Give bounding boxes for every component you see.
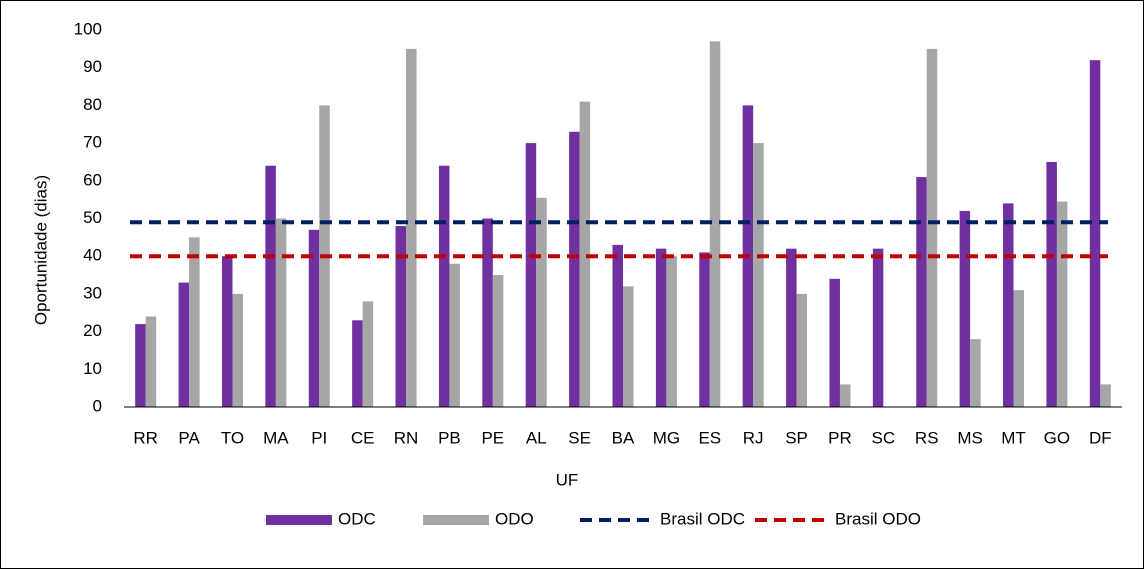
bar <box>178 282 190 407</box>
x-tick-label: SE <box>568 428 591 447</box>
bar <box>579 101 591 407</box>
x-tick-label: MT <box>1001 428 1026 447</box>
bar <box>145 316 157 407</box>
y-tick-label: 0 <box>93 396 102 415</box>
bar <box>829 278 840 407</box>
bar <box>926 48 938 407</box>
y-tick-label: 90 <box>83 57 102 76</box>
legend-swatch <box>423 515 489 525</box>
bar <box>666 256 677 407</box>
x-tick-label: MS <box>957 428 983 447</box>
x-tick-label: PE <box>481 428 504 447</box>
y-tick-label: 20 <box>83 321 102 340</box>
y-tick-label: 80 <box>83 95 102 114</box>
bar <box>753 143 764 407</box>
x-tick-label: MA <box>263 428 289 447</box>
bar <box>525 143 537 407</box>
bar <box>959 210 971 407</box>
bar <box>135 324 146 407</box>
bar <box>221 256 233 407</box>
bar <box>709 41 721 408</box>
bar <box>1100 384 1111 407</box>
bar <box>1013 290 1025 407</box>
bar <box>275 218 287 407</box>
bar <box>612 244 623 407</box>
y-tick-label: 50 <box>83 208 102 227</box>
bar <box>1003 203 1014 407</box>
x-tick-label: TO <box>221 428 244 447</box>
bar <box>362 301 374 407</box>
legend-label: Brasil ODC <box>660 509 745 528</box>
x-tick-label: AL <box>526 428 547 447</box>
bar <box>1056 201 1068 407</box>
legend-label: ODO <box>495 509 534 528</box>
bar <box>189 237 200 407</box>
x-tick-label: PA <box>178 428 200 447</box>
bar <box>1046 161 1057 407</box>
x-tick-label: PR <box>828 428 852 447</box>
x-tick-label: PB <box>438 428 461 447</box>
bar <box>482 218 493 407</box>
bar <box>492 275 504 407</box>
x-tick-label: SC <box>872 428 896 447</box>
bar <box>406 48 417 407</box>
bar <box>786 248 797 407</box>
y-tick-label: 40 <box>83 246 102 265</box>
x-tick-label: BA <box>612 428 635 447</box>
bar <box>699 252 710 407</box>
x-tick-label: ES <box>698 428 721 447</box>
bar <box>232 293 243 407</box>
y-tick-label: 10 <box>83 359 102 378</box>
bar <box>308 229 320 407</box>
x-tick-label: MG <box>653 428 680 447</box>
legend-label: ODC <box>338 509 376 528</box>
x-tick-label: RN <box>394 428 419 447</box>
x-tick-label: RS <box>915 428 939 447</box>
bar <box>796 293 808 407</box>
y-tick-label: 60 <box>83 170 102 189</box>
x-tick-label: DF <box>1089 428 1112 447</box>
x-axis-title: UF <box>556 470 579 489</box>
bar <box>655 248 667 407</box>
bar <box>352 320 363 407</box>
bar <box>438 165 450 407</box>
x-tick-label: RR <box>133 428 158 447</box>
bar <box>970 339 981 407</box>
bar <box>623 286 634 407</box>
y-tick-label: 30 <box>83 283 102 302</box>
legend-label: Brasil ODO <box>835 509 921 528</box>
x-tick-label: GO <box>1044 428 1070 447</box>
x-tick-label: CE <box>351 428 375 447</box>
bar <box>569 131 580 408</box>
x-tick-label: PI <box>311 428 327 447</box>
y-axis-title: Oportunidade (dias) <box>31 175 50 325</box>
x-tick-label: RJ <box>743 428 764 447</box>
bar <box>449 263 460 407</box>
bar <box>872 248 884 407</box>
bar <box>1089 60 1101 407</box>
bar <box>839 384 851 407</box>
y-tick-label: 70 <box>83 133 102 152</box>
bar <box>395 226 407 407</box>
y-tick-label: 100 <box>74 19 102 38</box>
bar <box>916 177 927 407</box>
legend-swatch <box>266 515 332 525</box>
bar <box>265 165 276 407</box>
bar <box>536 197 547 407</box>
x-tick-label: SP <box>785 428 808 447</box>
